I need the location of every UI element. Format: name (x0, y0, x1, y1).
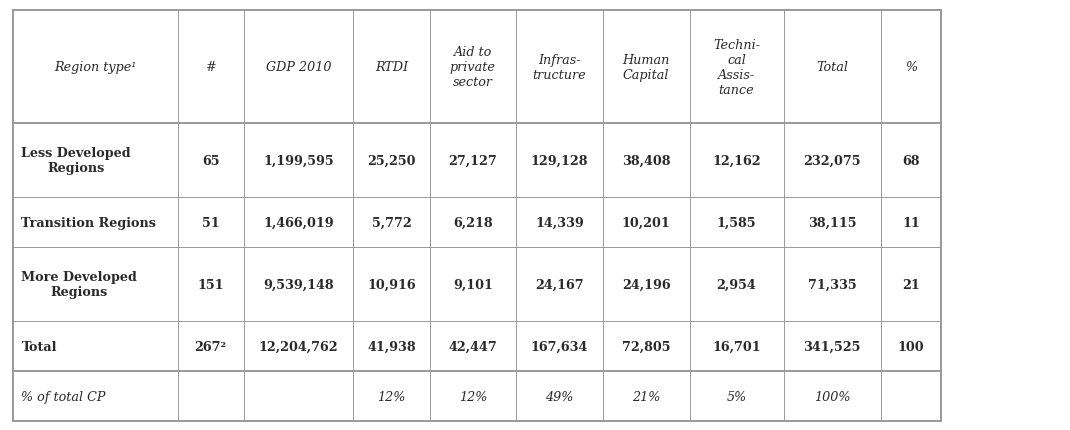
Text: 1,199,595: 1,199,595 (263, 154, 334, 167)
Text: Transition Regions: Transition Regions (21, 216, 156, 229)
Text: 2,954: 2,954 (717, 278, 756, 291)
Text: 5%: 5% (727, 390, 747, 403)
Text: 6,218: 6,218 (453, 216, 492, 229)
Text: 12%: 12% (378, 390, 406, 403)
Text: 24,196: 24,196 (622, 278, 671, 291)
Text: 232,075: 232,075 (804, 154, 861, 167)
Text: 12,204,762: 12,204,762 (259, 340, 338, 353)
Text: 72,805: 72,805 (622, 340, 671, 353)
Text: 267²: 267² (195, 340, 227, 353)
Text: 10,201: 10,201 (622, 216, 671, 229)
Text: 71,335: 71,335 (808, 278, 856, 291)
Text: 151: 151 (198, 278, 224, 291)
Text: Total: Total (21, 340, 57, 353)
Text: Region type¹: Region type¹ (55, 61, 137, 74)
Text: 41,938: 41,938 (367, 340, 416, 353)
Text: 24,167: 24,167 (535, 278, 584, 291)
Text: Human
Capital: Human Capital (623, 53, 670, 81)
Text: 25,250: 25,250 (367, 154, 415, 167)
Text: 11: 11 (902, 216, 920, 229)
Text: Techni-
cal
Assis-
tance: Techni- cal Assis- tance (713, 38, 760, 96)
Text: 341,525: 341,525 (804, 340, 860, 353)
Text: % of total CP: % of total CP (21, 390, 106, 403)
Text: 38,408: 38,408 (622, 154, 671, 167)
Text: 21: 21 (902, 278, 920, 291)
Text: 12,162: 12,162 (713, 154, 761, 167)
Text: Total: Total (816, 61, 849, 74)
Text: 5,772: 5,772 (371, 216, 411, 229)
Text: Infras-
tructure: Infras- tructure (533, 53, 586, 81)
Text: 49%: 49% (546, 390, 574, 403)
Text: %: % (905, 61, 917, 74)
Text: 51: 51 (202, 216, 219, 229)
Text: 65: 65 (202, 154, 219, 167)
Text: Aid to
private
sector: Aid to private sector (449, 46, 495, 89)
Text: 27,127: 27,127 (448, 154, 498, 167)
Text: 167,634: 167,634 (531, 340, 589, 353)
Text: 129,128: 129,128 (531, 154, 589, 167)
Text: #: # (205, 61, 216, 74)
Text: 1,466,019: 1,466,019 (263, 216, 334, 229)
Text: 100: 100 (898, 340, 924, 353)
Text: More Developed
Regions: More Developed Regions (21, 270, 137, 298)
Text: 21%: 21% (632, 390, 660, 403)
Text: 42,447: 42,447 (448, 340, 498, 353)
Text: 14,339: 14,339 (535, 216, 584, 229)
Text: 1,585: 1,585 (717, 216, 756, 229)
Text: 16,701: 16,701 (713, 340, 761, 353)
Text: RTDI: RTDI (374, 61, 408, 74)
Text: 9,101: 9,101 (453, 278, 493, 291)
Text: Less Developed
Regions: Less Developed Regions (21, 147, 131, 175)
Text: 100%: 100% (814, 390, 851, 403)
Text: 38,115: 38,115 (808, 216, 856, 229)
Text: 9,539,148: 9,539,148 (263, 278, 334, 291)
Text: GDP 2010: GDP 2010 (265, 61, 332, 74)
Text: 68: 68 (902, 154, 920, 167)
Text: 12%: 12% (459, 390, 487, 403)
Text: 10,916: 10,916 (367, 278, 416, 291)
